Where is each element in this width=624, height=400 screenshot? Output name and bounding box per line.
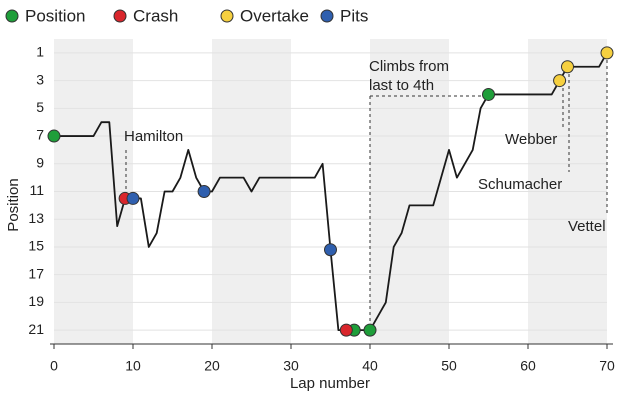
x-tick-label: 20: [204, 358, 220, 374]
legend-label: Overtake: [240, 6, 309, 25]
event-marker: [324, 243, 337, 257]
y-tick-label: 11: [29, 182, 44, 198]
y-tick-label: 15: [28, 238, 44, 254]
x-tick-label: 0: [50, 358, 58, 374]
y-tick-label: 3: [36, 71, 44, 87]
event-marker: [197, 185, 211, 198]
y-tick-label: 13: [28, 210, 44, 226]
annotation: Hamilton: [124, 128, 183, 145]
y-tick-label: 1: [36, 44, 44, 60]
event-marker: [126, 191, 140, 205]
event-marker: [363, 323, 377, 337]
x-tick-label: 40: [362, 358, 378, 374]
y-tick-label: 5: [36, 99, 44, 115]
y-tick-label: 7: [36, 127, 44, 143]
event-marker: [553, 74, 567, 88]
legend-label: Position: [25, 6, 85, 25]
position-line: [54, 52, 608, 332]
legend-label: Pits: [340, 6, 368, 25]
y-tick-label: 9: [36, 154, 44, 170]
event-marker: [47, 129, 61, 143]
y-tick-label: 17: [28, 265, 44, 281]
y-tick-label: 21: [28, 321, 44, 337]
annotation: Vettel: [568, 218, 606, 235]
x-tick-label: 30: [283, 358, 299, 374]
annotation: Climbs from: [369, 58, 449, 75]
y-axis-label: Position: [5, 178, 22, 231]
x-tick-label: 60: [520, 358, 536, 374]
legend-swatch: [5, 9, 19, 23]
event-marker: [482, 87, 495, 101]
y-tick-label: 19: [28, 293, 44, 309]
x-axis-label: Lap number: [290, 375, 370, 392]
annotation: last to 4th: [369, 77, 434, 94]
legend-swatch: [113, 9, 127, 23]
event-marker: [339, 323, 353, 337]
event-marker: [600, 46, 614, 60]
event-marker: [561, 60, 574, 74]
x-tick-label: 70: [599, 358, 615, 374]
x-tick-label: 10: [125, 358, 141, 374]
legend-swatch: [220, 9, 234, 23]
x-tick-label: 50: [441, 358, 457, 374]
annotation: Webber: [505, 131, 557, 148]
legend-swatch: [320, 9, 334, 23]
legend-label: Crash: [133, 6, 178, 25]
annotation: Schumacher: [478, 176, 562, 193]
